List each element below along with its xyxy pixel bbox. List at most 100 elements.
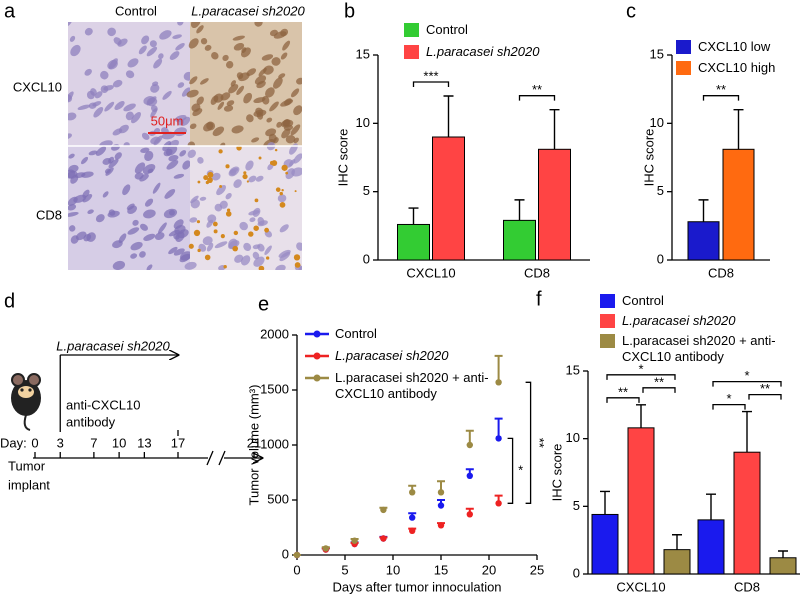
cell [283,119,291,127]
significance-bracket [712,403,746,410]
bar [687,221,720,261]
cell [88,150,98,156]
antibody-label: antibody [66,414,116,429]
day-tick-label: 21 [247,435,261,450]
legend-label-box: CXCL10 high [698,60,775,75]
cell [143,96,155,105]
stain-spot [246,180,249,183]
cell [223,105,234,112]
significance-bracket [606,397,640,403]
cell [70,44,81,57]
cell [68,91,74,103]
cell [255,175,264,182]
cell [241,47,251,58]
x-tick-label: CXCL10 [616,579,665,594]
stain-spot [226,208,231,212]
stain-spot [279,202,286,208]
cell [104,101,115,112]
y-tick-label: 1500 [260,381,289,396]
stain-spot [219,184,223,188]
cell [100,70,109,80]
cell [192,108,203,117]
cell [240,255,251,266]
cell [166,160,179,170]
y-tick-label: 15 [650,46,664,61]
stain-spot [242,174,248,180]
cell [68,204,77,211]
cell [268,133,277,143]
cell [252,251,260,260]
significance-bracket [412,81,450,87]
cell [278,73,286,79]
cell [228,84,239,94]
cell [200,78,209,85]
point [495,435,502,442]
stain-spot [254,198,259,203]
cell [73,194,87,203]
cell [77,104,91,110]
cell [82,194,93,203]
x-tick-label: 25 [530,562,544,577]
point [466,472,473,479]
cell [173,173,185,179]
point [466,511,473,518]
day-tick-label: 17 [171,435,185,450]
y-tick-label: 1000 [260,436,289,451]
cell [177,22,184,26]
cell [127,227,140,235]
cell [238,72,250,82]
error-bar [706,493,716,520]
stain-spot [274,148,278,152]
cell [246,114,254,123]
cell [226,100,235,107]
y-axis-label: IHC score [549,444,564,502]
error-bar [549,108,560,150]
error-bar [408,207,419,225]
cell [282,40,291,51]
y-tick-label: 500 [267,491,289,506]
stain-spot [285,171,289,175]
row-label: CXCL10 [13,79,62,94]
significance-bracket [748,393,782,400]
cell [134,172,144,180]
cell [276,121,282,128]
error-bar [733,108,744,150]
bar [627,427,655,575]
stain-spot [203,175,209,181]
legend-marker [313,330,321,338]
cell [196,96,204,105]
cell [289,159,296,167]
x-tick-label: CD8 [708,265,734,280]
cell [105,167,114,176]
cell [189,217,198,223]
cell [95,214,105,223]
cell [84,27,93,36]
cell [211,172,221,181]
cell [108,158,119,169]
cell [210,95,219,105]
cell [177,82,185,88]
cell [189,76,198,85]
cell [169,51,180,60]
cell [86,232,96,242]
cell [131,112,141,124]
cell [138,45,147,55]
stain-spot [275,187,281,192]
point [351,537,358,544]
cell [162,90,172,100]
legend-marker [313,352,321,360]
legend-label: L.paracasei sh2020 [335,348,449,363]
cell [271,57,281,66]
bar [538,148,571,261]
cell [107,59,118,70]
cell [233,42,245,51]
cell [141,35,150,45]
stain-spot [207,171,214,178]
cell [69,35,76,42]
cell [296,77,302,85]
cell [184,261,197,270]
point [409,489,416,496]
stain-spot [294,262,301,268]
significance-label: *** [423,68,438,83]
legend-marker [313,374,321,382]
